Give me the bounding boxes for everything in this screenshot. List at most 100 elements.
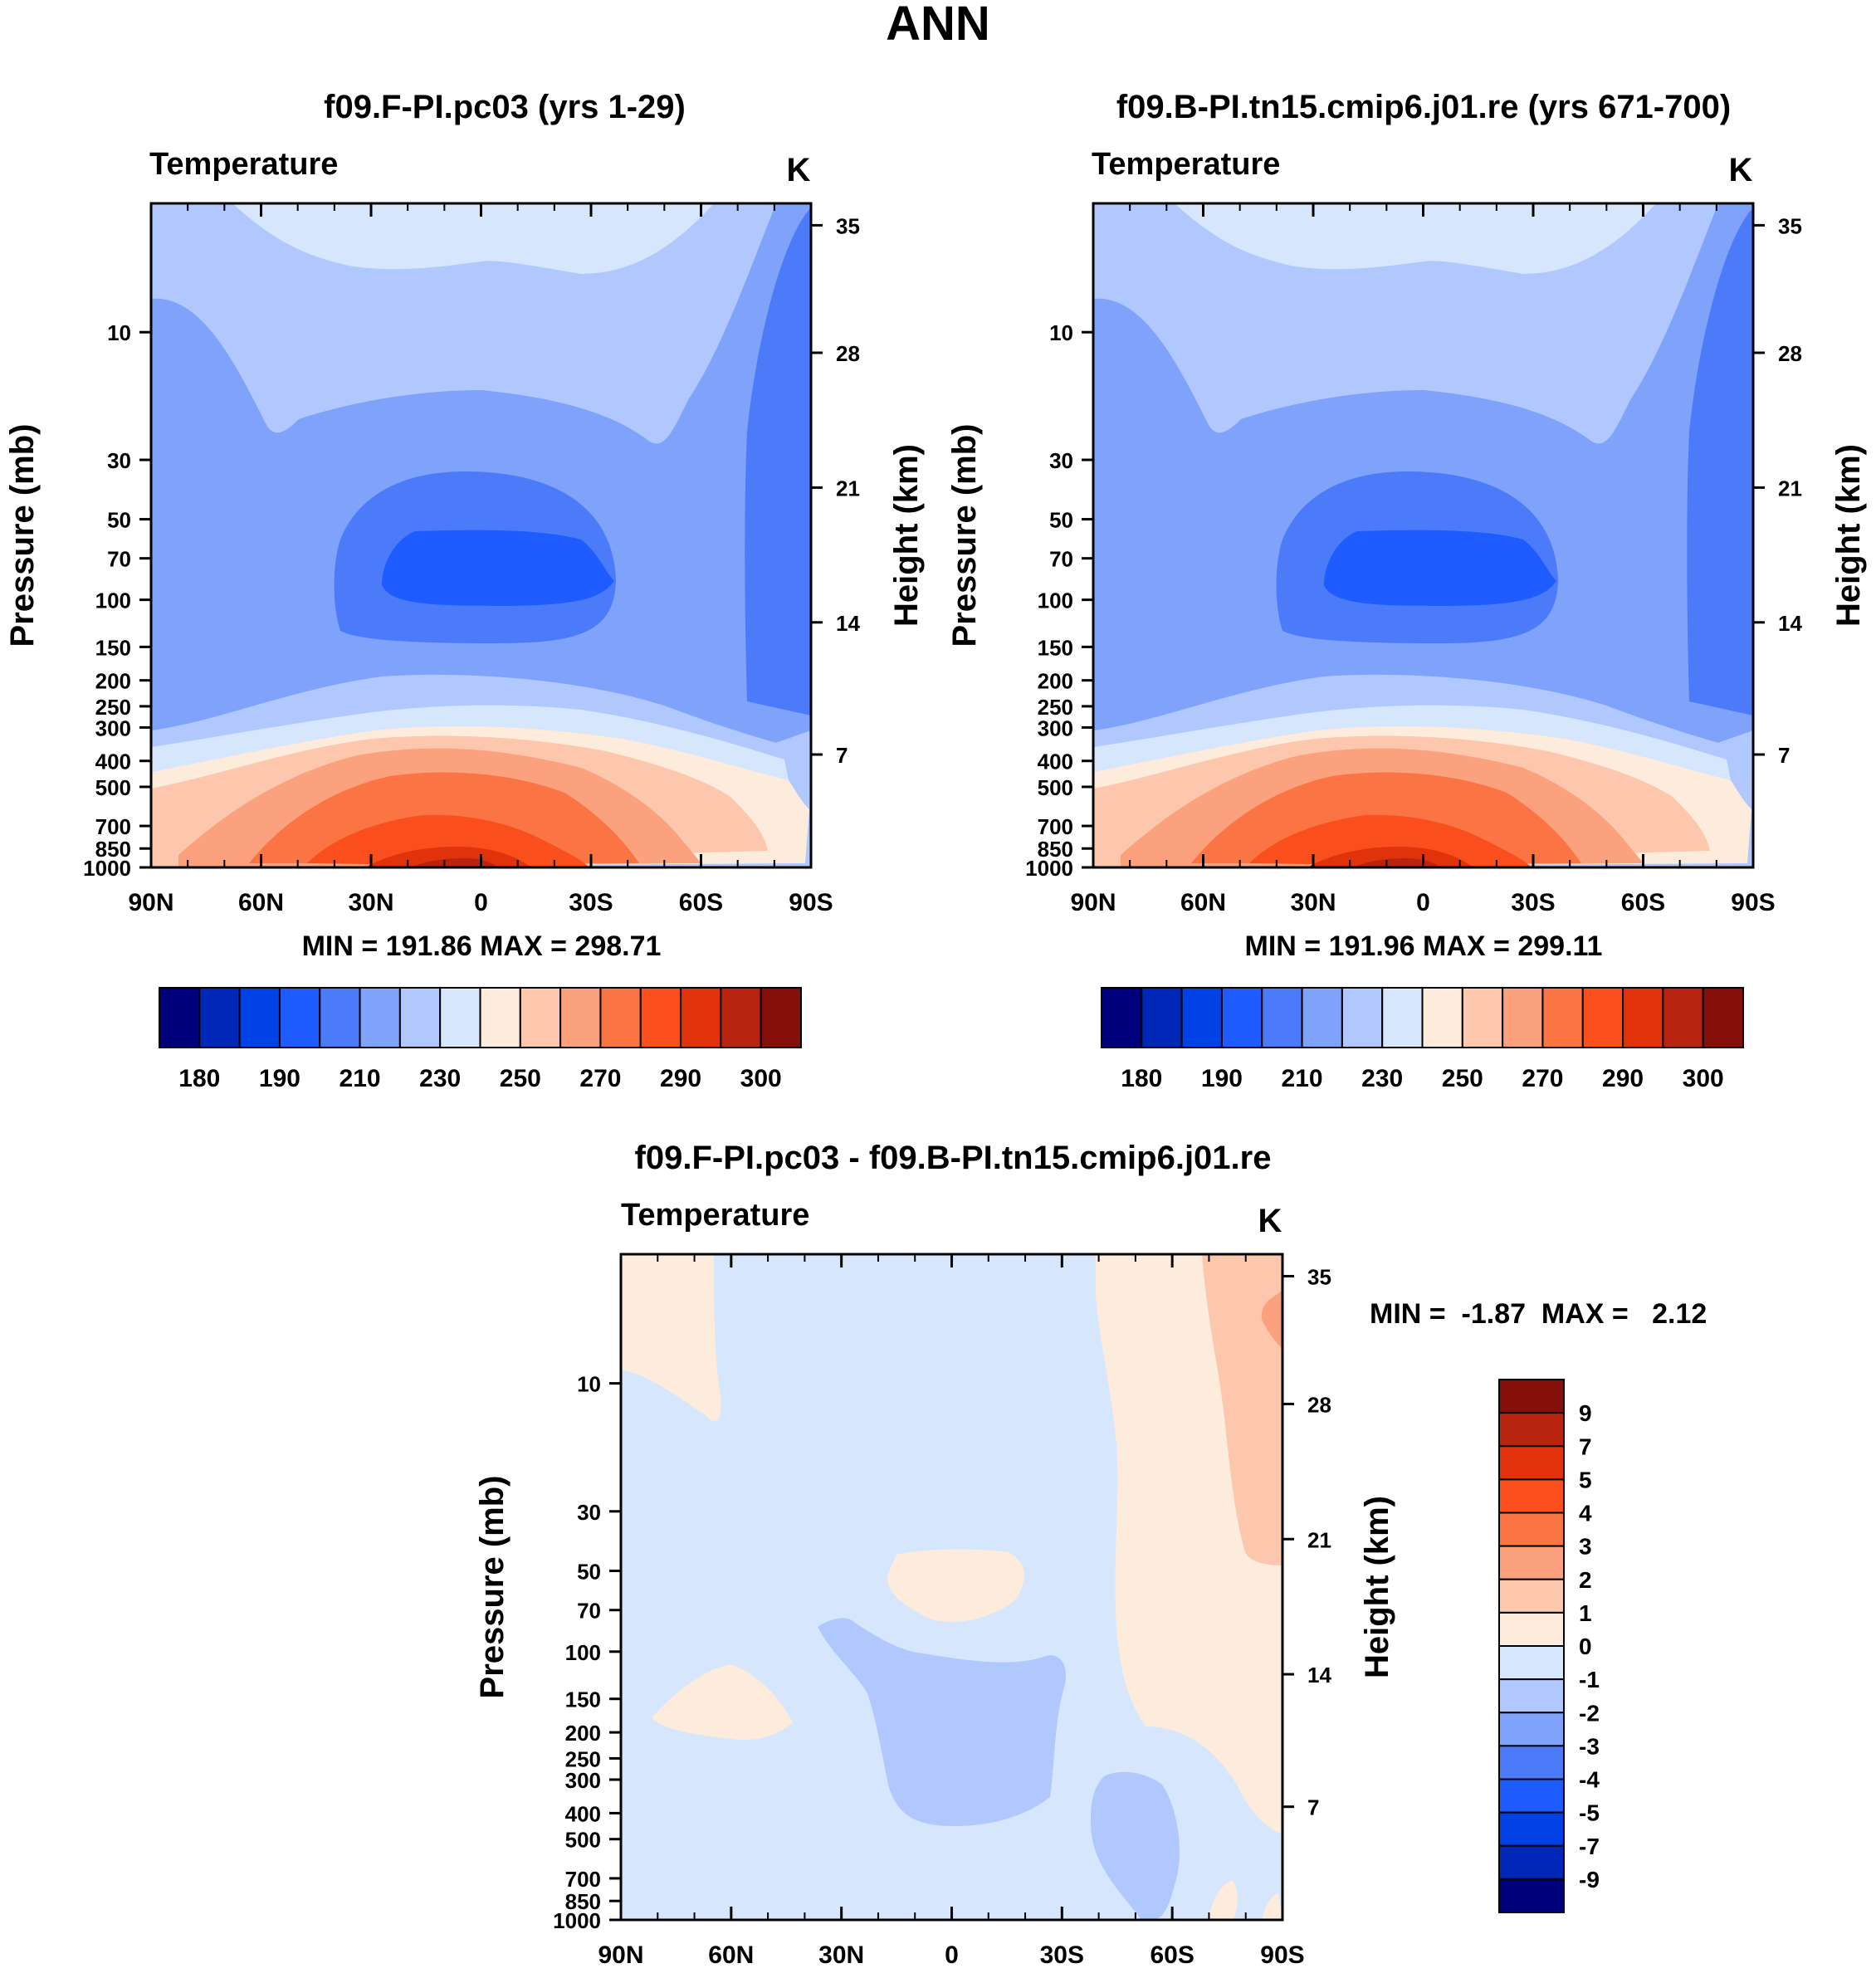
colorbar-label: 1 xyxy=(1579,1600,1592,1626)
contour-band xyxy=(652,1664,793,1741)
x-tick-label: 60N xyxy=(1180,889,1226,916)
colorbar-swatch xyxy=(238,987,281,1048)
colorbar-swatch xyxy=(1498,1478,1565,1514)
y-tick-label: 50 xyxy=(577,1560,601,1585)
y-tick-label: 200 xyxy=(1038,669,1073,694)
colorbar-label: -5 xyxy=(1579,1800,1600,1826)
y-tick-label: 70 xyxy=(107,547,131,572)
colorbar-label: 210 xyxy=(340,1065,381,1092)
x-tick-label: 0 xyxy=(945,1941,959,1969)
colorbar-swatch xyxy=(519,987,562,1048)
contour-field xyxy=(151,203,811,867)
contour-band xyxy=(818,1618,1066,1826)
contour-band xyxy=(1261,1291,1282,1349)
colorbar-swatch xyxy=(1101,987,1143,1048)
units-label: K xyxy=(1258,1203,1282,1239)
contour-band xyxy=(151,674,784,759)
colorbar-swatch xyxy=(1498,1611,1565,1647)
x-tick-label: 60S xyxy=(679,889,723,916)
colorbar-label: 210 xyxy=(1282,1065,1323,1092)
colorbar-swatch xyxy=(1702,987,1744,1048)
y-tick-label: 850 xyxy=(565,1889,601,1914)
colorbar-label: 300 xyxy=(1683,1065,1724,1092)
y2-tick-label: 35 xyxy=(836,213,860,238)
y-tick-label: 50 xyxy=(107,508,131,533)
x-tick-label: 0 xyxy=(1416,889,1430,916)
panel-difference: f09.F-PI.pc03 - f09.B-PI.tn15.cmip6.j01.… xyxy=(474,1140,1707,1969)
contour-band xyxy=(1324,530,1556,606)
contour-band xyxy=(1208,1880,1238,1920)
colorbar-swatch xyxy=(680,987,722,1048)
y-tick-label: 30 xyxy=(577,1500,601,1525)
x-tick-label: 90N xyxy=(1070,889,1116,916)
colorbar-swatch xyxy=(1498,1878,1565,1913)
y-tick-label: 700 xyxy=(1038,814,1073,839)
x-tick-label: 90S xyxy=(1731,889,1775,916)
y-tick-label: 10 xyxy=(1049,320,1073,345)
contour-band xyxy=(307,814,589,867)
y2-tick-label: 14 xyxy=(1307,1663,1331,1687)
colorbar-swatch xyxy=(1180,987,1223,1048)
colorbar-label: 230 xyxy=(419,1065,461,1092)
x-tick-label: 90N xyxy=(128,889,173,916)
y2-tick-label: 14 xyxy=(1778,611,1802,636)
panel-title: f09.F-PI.pc03 (yrs 1-29) xyxy=(324,89,686,125)
x-tick-label: 60N xyxy=(708,1941,754,1969)
y-tick-label: 300 xyxy=(95,715,131,740)
y2-tick-label: 28 xyxy=(1778,341,1802,366)
panel-experiment: f09.B-PI.tn15.cmip6.j01.re (yrs 671-700)… xyxy=(946,89,1867,1092)
colorbar-swatch xyxy=(1498,1545,1565,1580)
y2-tick-label: 21 xyxy=(1778,476,1802,501)
x-tick-label: 60S xyxy=(1621,889,1665,916)
y-tick-label: 700 xyxy=(95,814,131,839)
contour-band xyxy=(1093,705,1731,780)
colorbar-swatch xyxy=(1141,987,1183,1048)
y-tick-label: 500 xyxy=(565,1828,601,1853)
colorbar-label: -1 xyxy=(1579,1667,1600,1692)
colorbar-label: 270 xyxy=(579,1065,621,1092)
min-max-stats: MIN = 191.96 MAX = 299.11 xyxy=(1245,930,1603,962)
y-tick-label: 500 xyxy=(95,775,131,800)
colorbar-swatch xyxy=(1498,1678,1565,1714)
y-tick-label: 30 xyxy=(107,448,131,473)
contour-field xyxy=(621,1254,1282,1920)
y2-tick-label: 28 xyxy=(1307,1392,1331,1417)
y-tick-label: 200 xyxy=(95,669,131,694)
colorbar-swatch xyxy=(559,987,602,1048)
y-axis-label: Pressure (mb) xyxy=(4,424,41,647)
colorbar-label: -4 xyxy=(1579,1767,1600,1793)
y2-axis-label: Height (km) xyxy=(1359,1496,1395,1678)
units-label: K xyxy=(1729,152,1753,188)
y-tick-label: 150 xyxy=(1038,635,1073,660)
colorbar-swatch xyxy=(398,987,442,1048)
colorbar-label: 4 xyxy=(1579,1501,1592,1526)
contour-band xyxy=(1307,847,1473,867)
colorbar-swatch xyxy=(1662,987,1704,1048)
colorbar-swatch xyxy=(1502,987,1544,1048)
x-tick-label: 90S xyxy=(789,889,833,916)
colorbar-label: -9 xyxy=(1579,1867,1600,1893)
colorbar-swatch xyxy=(198,987,241,1048)
colorbar-swatch xyxy=(1498,1778,1565,1814)
colorbar-swatch xyxy=(1498,1712,1565,1747)
y-tick-label: 250 xyxy=(565,1746,601,1771)
contour-band xyxy=(621,1254,721,1422)
contour-band xyxy=(745,208,811,715)
x-tick-label: 30S xyxy=(1040,1941,1084,1969)
colorbar-label: 290 xyxy=(660,1065,701,1092)
colorbar-label: -7 xyxy=(1579,1834,1600,1859)
x-tick-label: 30N xyxy=(348,889,393,916)
contour-band xyxy=(151,203,714,274)
colorbar-swatch xyxy=(1301,987,1343,1048)
x-tick-label: 90S xyxy=(1260,1941,1304,1969)
contour-band xyxy=(1353,858,1440,867)
colorbar-swatch xyxy=(599,987,642,1048)
contour-band xyxy=(411,858,498,867)
y2-tick-label: 21 xyxy=(836,476,860,501)
figure-title: ANN xyxy=(886,0,990,51)
variable-label: Temperature xyxy=(621,1198,809,1233)
colorbar-label: 300 xyxy=(740,1065,782,1092)
x-tick-label: 30N xyxy=(818,1941,864,1969)
contour-band xyxy=(1687,208,1753,715)
y-tick-label: 400 xyxy=(565,1801,601,1826)
